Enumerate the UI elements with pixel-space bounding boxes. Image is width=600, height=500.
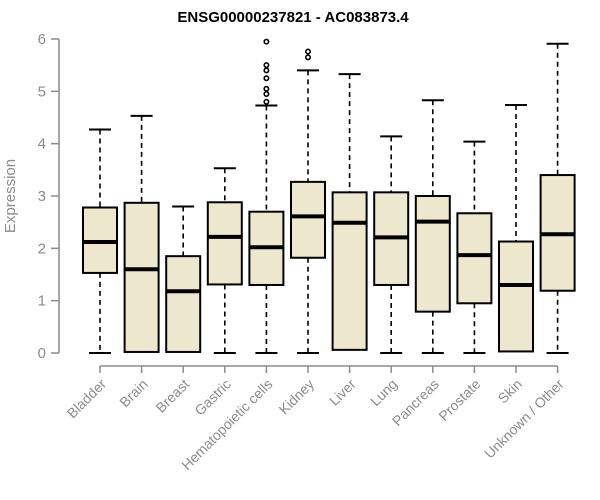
box-rect xyxy=(331,191,368,351)
outlier-point xyxy=(263,67,270,74)
boxplot-breast xyxy=(165,205,202,353)
box-rect xyxy=(290,180,326,259)
boxplot-prostate xyxy=(456,140,493,354)
outlier-point xyxy=(263,98,270,105)
box-rect xyxy=(123,201,160,353)
x-tick-label: Lung xyxy=(367,376,400,409)
box-rect xyxy=(206,201,243,286)
x-tick-label: Breast xyxy=(152,376,192,416)
outlier-point xyxy=(263,75,270,82)
x-tick-label: Unknown / Other xyxy=(481,376,567,462)
boxplot-gastric xyxy=(206,167,243,354)
y-tick-label: 3 xyxy=(38,188,46,205)
outlier-point xyxy=(304,54,311,61)
outlier-point xyxy=(263,62,270,69)
boxplot-bladder xyxy=(82,128,118,354)
y-tick-label: 2 xyxy=(38,240,46,257)
box-rect xyxy=(456,212,493,305)
box-rect xyxy=(165,255,202,353)
y-tick-label: 4 xyxy=(38,136,46,153)
outlier-point xyxy=(263,90,270,97)
boxplot-skin xyxy=(498,103,534,353)
boxplot-kidney xyxy=(290,48,326,354)
outlier-point xyxy=(263,38,270,45)
x-tick-label: Skin xyxy=(495,376,526,407)
x-tick-label: Kidney xyxy=(276,376,318,418)
y-axis-label: Expression xyxy=(2,159,19,233)
y-tick-label: 0 xyxy=(38,345,46,362)
x-tick-label: Brain xyxy=(116,376,150,410)
x-tick-label: Bladder xyxy=(64,376,110,422)
boxes-group xyxy=(82,38,576,354)
outlier-point xyxy=(304,48,311,55)
boxplot-unknown-other xyxy=(539,42,576,354)
outlier-point xyxy=(263,85,270,92)
y-tick-label: 6 xyxy=(38,31,46,48)
x-tick-label: Prostate xyxy=(435,376,483,424)
boxplot-brain xyxy=(123,114,160,353)
y-tick-label: 1 xyxy=(38,293,46,310)
boxplot-hematopoietic-cells xyxy=(248,38,285,354)
chart-title: ENSG00000237821 - AC083873.4 xyxy=(177,9,409,26)
boxplot-liver xyxy=(331,73,368,351)
box-rect xyxy=(498,240,534,353)
y-tick-label: 5 xyxy=(38,83,46,100)
boxplot-pancreas xyxy=(414,99,451,354)
boxplot-lung xyxy=(373,135,410,354)
x-tick-label: Liver xyxy=(326,376,359,409)
box-rect xyxy=(414,195,451,313)
